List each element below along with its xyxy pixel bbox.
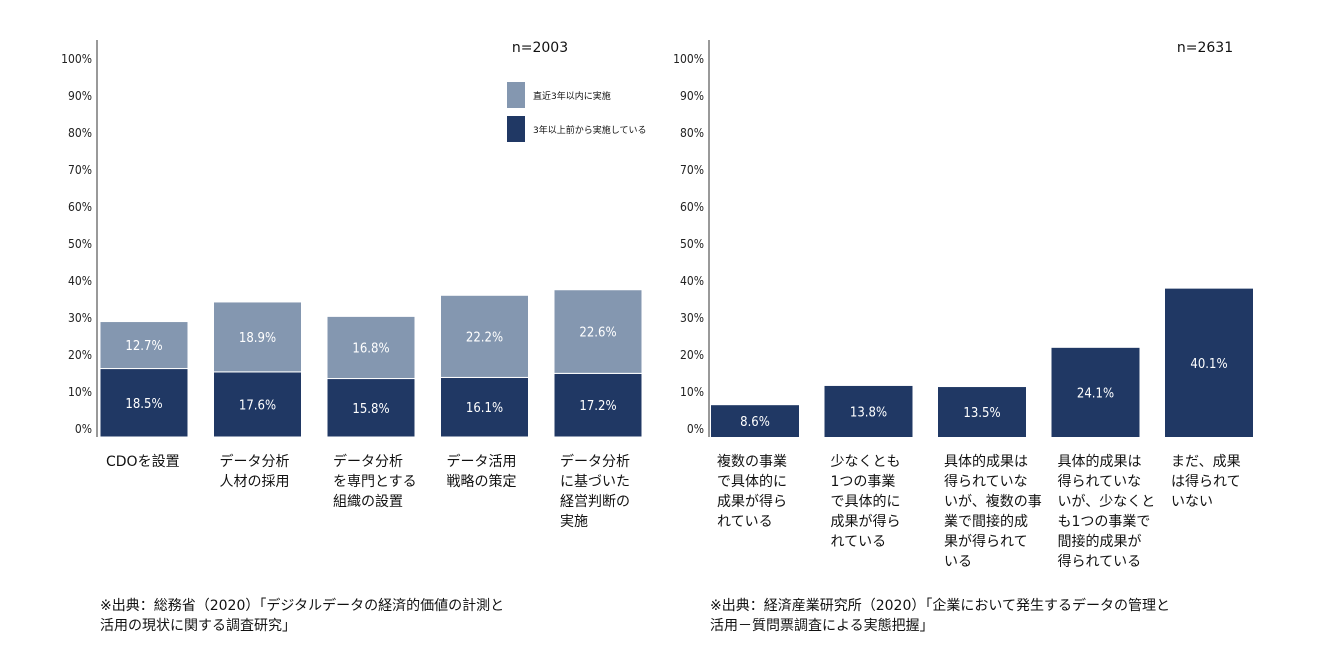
y-tick-label: 40% [68, 274, 92, 288]
legend-label: 直近3年以内に実施 [533, 90, 611, 102]
data-label: 16.1% [466, 401, 503, 416]
y-tick-label: 20% [68, 348, 92, 362]
y-tick-label: 80% [680, 126, 704, 140]
data-label: 12.7% [125, 339, 162, 354]
category-label: 具体的成果は [944, 454, 1028, 470]
y-tick-label: 10% [68, 385, 92, 399]
sample-size-label: n=2631 [1177, 40, 1233, 56]
data-label: 18.9% [239, 331, 276, 346]
category-label: も1つの事業で [1058, 514, 1151, 530]
bar-upper-segment [326, 315, 416, 380]
y-tick-label: 60% [68, 200, 92, 214]
bar-lower-segment [326, 378, 416, 438]
bar-segment [711, 405, 799, 437]
y-tick-label: 40% [680, 274, 704, 288]
bar-segment [1165, 288, 1253, 437]
category-label: 1つの事業 [831, 474, 896, 490]
data-label: 40.1% [1190, 357, 1227, 372]
y-tick-label: 90% [680, 89, 704, 103]
category-label: を専門とする [333, 474, 417, 490]
y-tick-label: 50% [68, 237, 92, 251]
category-label: 経営判断の [560, 494, 630, 510]
category-label: で具体的に [717, 474, 787, 490]
y-tick-label: 60% [680, 200, 704, 214]
bar-segment [1051, 347, 1140, 437]
category-label: 戦略の策定 [447, 473, 517, 490]
category-label: れている [831, 534, 887, 550]
category-label: 得られている [1058, 553, 1142, 570]
legend-swatch [507, 116, 525, 142]
category-label: 得られていな [1058, 473, 1142, 490]
data-label: 22.2% [466, 330, 503, 345]
legend-swatch [507, 82, 525, 108]
data-label: 8.6% [740, 415, 770, 430]
bar-lower-segment [553, 372, 643, 438]
bar-lower-segment [99, 368, 189, 438]
category-label: 実施 [560, 514, 588, 530]
legend-label: 3年以上前から実施している [533, 124, 646, 136]
sample-size-label: n=2003 [512, 40, 568, 56]
category-label: 成果が得ら [717, 493, 787, 510]
bar-upper-segment [213, 301, 302, 373]
bar-segment [824, 385, 913, 437]
bar-lower-segment [440, 376, 529, 438]
category-label: いる [944, 554, 972, 570]
category-label: CDOを設置 [106, 454, 180, 470]
y-tick-label: 10% [680, 385, 704, 399]
data-label: 15.8% [352, 402, 389, 417]
y-tick-label: 90% [68, 89, 92, 103]
category-label: に基づいた [560, 473, 630, 490]
category-label: 業で間接的成 [944, 513, 1028, 530]
data-label: 13.5% [963, 406, 1000, 421]
y-tick-label: 70% [68, 163, 92, 177]
y-tick-label: 0% [687, 422, 704, 436]
bar-segment [938, 387, 1026, 437]
y-tick-label: 20% [680, 348, 704, 362]
category-label: データ分析 [560, 453, 630, 470]
category-label: は得られて [1171, 473, 1241, 490]
category-label: 得られていな [944, 473, 1028, 490]
category-label: いが、少なくと [1058, 494, 1156, 510]
category-label: 具体的成果は [1058, 454, 1142, 470]
data-label: 22.6% [579, 326, 616, 341]
category-label: データ分析 [220, 453, 290, 470]
category-label: 成果が得ら [831, 513, 901, 530]
data-label: 18.5% [125, 397, 162, 412]
y-tick-label: 100% [673, 52, 704, 66]
category-label: 組織の設置 [333, 494, 403, 510]
y-tick-label: 0% [75, 422, 92, 436]
y-tick-label: 30% [68, 311, 92, 325]
bar-upper-segment [440, 294, 529, 378]
category-label: データ分析 [333, 453, 403, 470]
source-note-left: ※出典：総務省（2020）「デジタルデータの経済的価値の計測と 活用の現状に関す… [100, 598, 505, 634]
data-label: 13.8% [850, 405, 887, 420]
y-tick-label: 100% [61, 52, 92, 66]
category-label: いない [1171, 494, 1213, 510]
category-label: 人材の採用 [220, 474, 290, 490]
data-label: 17.2% [579, 399, 616, 414]
category-label: 少なくとも [831, 454, 901, 470]
bar-upper-segment [99, 321, 189, 370]
category-label: れている [717, 514, 773, 530]
data-label: 17.6% [239, 398, 276, 413]
category-label: 間接的成果が [1058, 533, 1142, 550]
data-label: 24.1% [1077, 386, 1114, 401]
data-label: 16.8% [352, 341, 389, 356]
y-tick-label: 80% [68, 126, 92, 140]
category-label: まだ、成果 [1171, 454, 1241, 470]
y-tick-label: 70% [680, 163, 704, 177]
category-label: いが、複数の事 [944, 493, 1042, 510]
category-label: データ活用 [447, 453, 517, 470]
category-label: で具体的に [831, 494, 901, 510]
source-note-right: ※出典：経済産業研究所（2020）「企業において発生するデータの管理と 活用－質… [710, 598, 1170, 634]
y-tick-label: 50% [680, 237, 704, 251]
bar-upper-segment [553, 289, 643, 374]
category-label: 果が得られて [944, 533, 1028, 550]
category-label: 複数の事業 [717, 453, 787, 470]
y-tick-label: 30% [680, 311, 704, 325]
